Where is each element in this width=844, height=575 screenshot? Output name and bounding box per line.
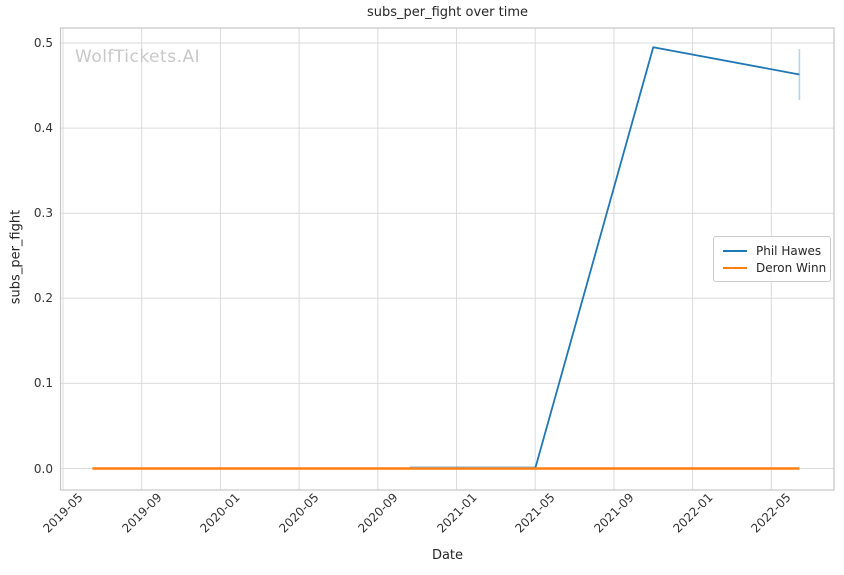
y-tick-label: 0.3 [33, 206, 53, 221]
axes-spines [59, 27, 835, 491]
y-axis-label: subs_per_fight [8, 209, 24, 305]
legend-label: Phil Hawes [756, 243, 822, 258]
legend: Phil Hawes Deron Winn [713, 236, 831, 282]
x-axis-label: Date [431, 548, 464, 563]
legend-line-swatch-orange [723, 266, 747, 269]
gridlines [60, 28, 834, 490]
y-tick-label: 0.1 [33, 376, 53, 391]
watermark-text: WolfTickets.AI [75, 47, 201, 67]
y-tick-label: 0.5 [33, 36, 53, 50]
legend-item-phil-hawes: Phil Hawes [723, 242, 822, 259]
legend-line-swatch-blue [723, 249, 747, 252]
plot-border [59, 27, 835, 491]
y-tick-label: 0.0 [33, 461, 53, 476]
chart-title: subs_per_fight over time [366, 5, 529, 20]
legend-item-deron-winn: Deron Winn [723, 259, 826, 276]
y-tick-label: 0.4 [33, 121, 53, 136]
legend-label: Deron Winn [756, 260, 827, 275]
series-lines [92, 46, 801, 470]
y-tick-label: 0.2 [33, 291, 53, 306]
